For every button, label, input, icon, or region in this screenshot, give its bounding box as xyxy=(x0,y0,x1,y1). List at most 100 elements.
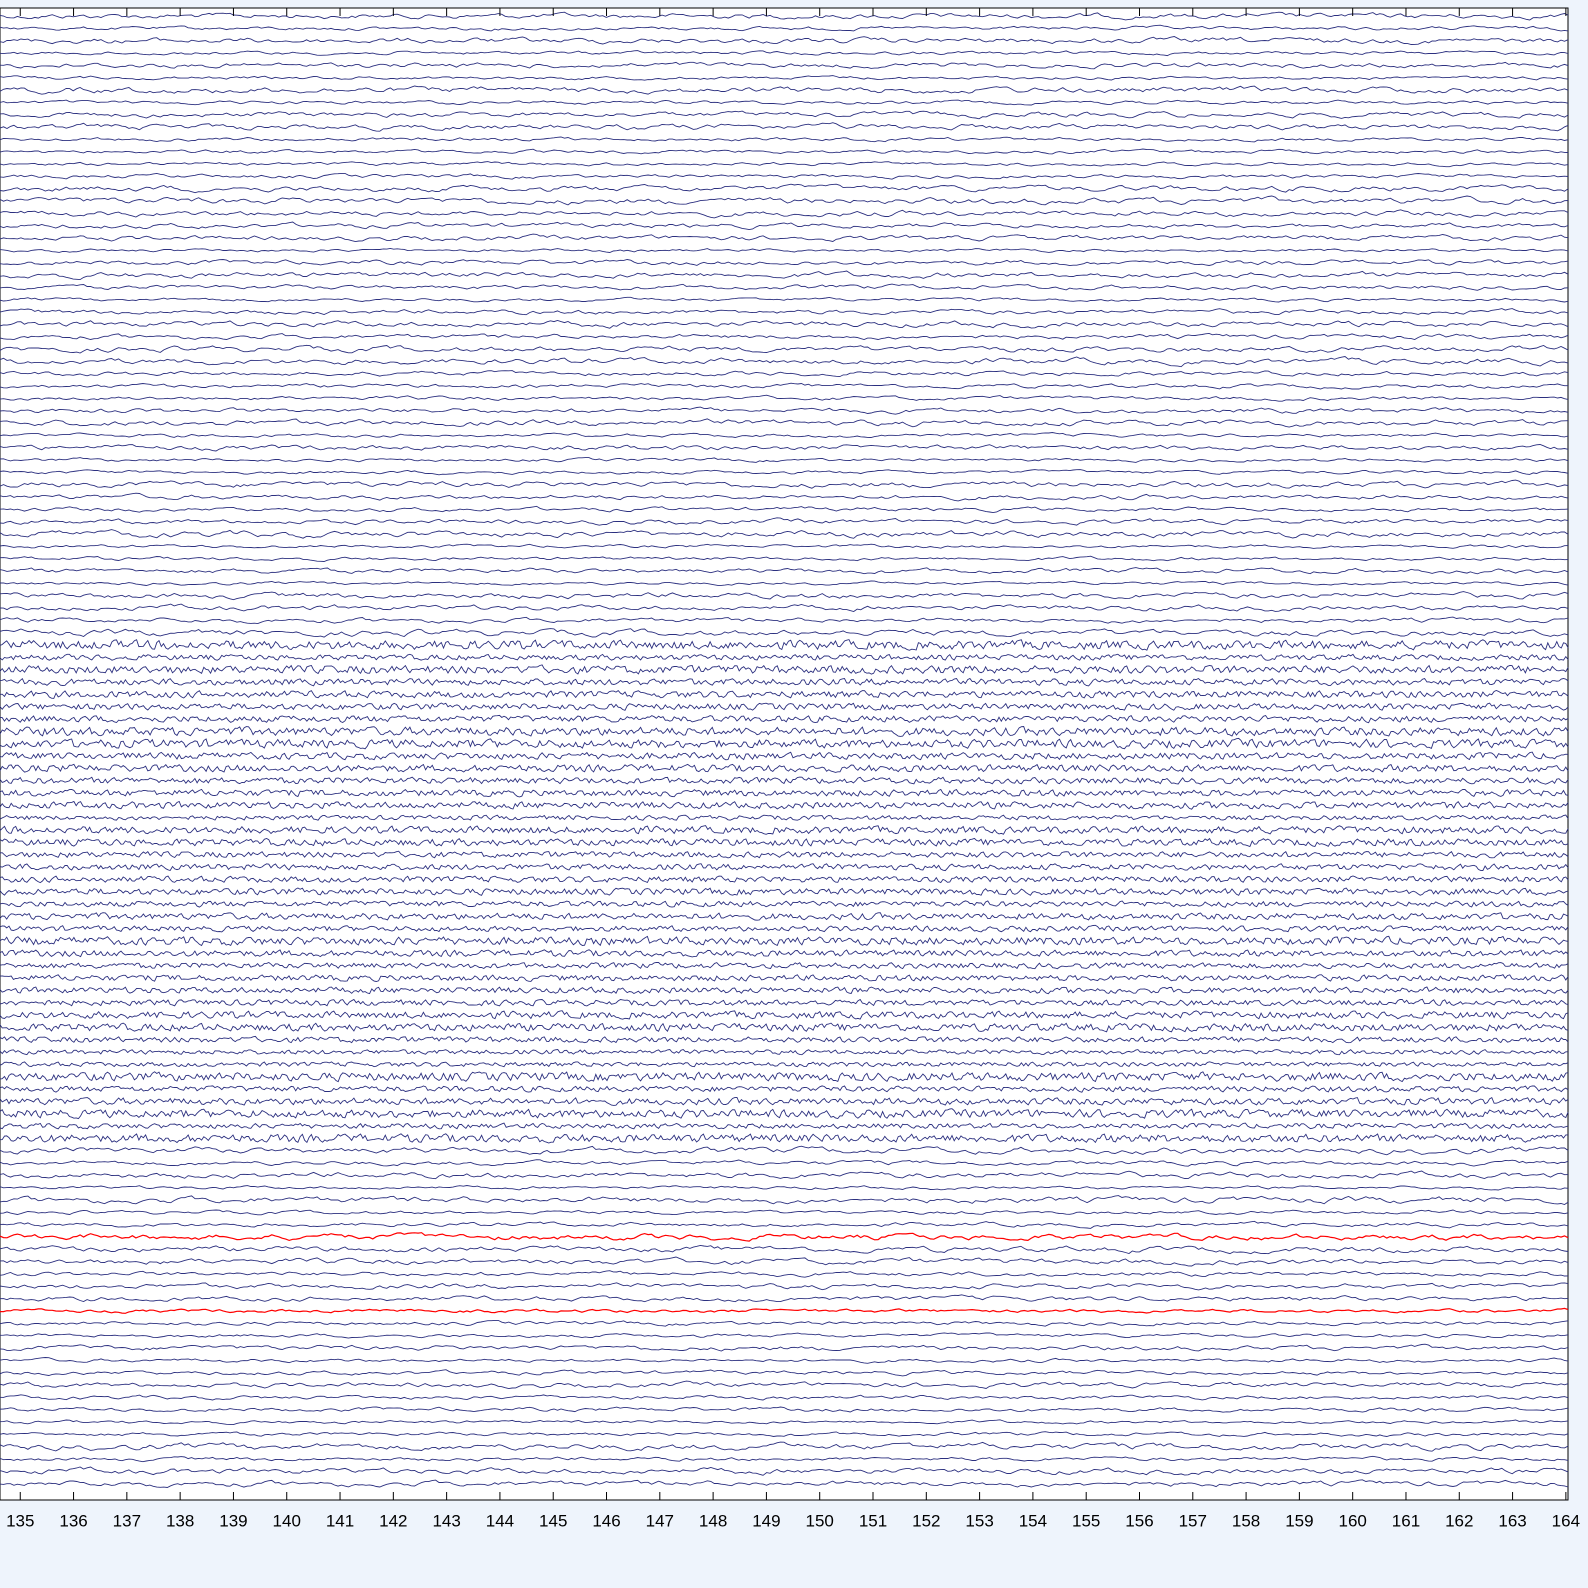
eeg-trace xyxy=(0,50,1569,57)
eeg-trace xyxy=(0,1108,1569,1120)
x-tick-label: 148 xyxy=(699,1511,727,1530)
eeg-trace xyxy=(0,555,1569,562)
eeg-trace xyxy=(0,61,1569,70)
eeg-trace xyxy=(0,221,1569,231)
eeg-trace xyxy=(0,1035,1569,1044)
eeg-trace xyxy=(0,1294,1569,1303)
eeg-trace xyxy=(0,1282,1569,1291)
eeg-trace xyxy=(0,296,1569,303)
x-tick-label: 158 xyxy=(1232,1511,1260,1530)
eeg-trace xyxy=(0,172,1569,180)
x-tick-label: 155 xyxy=(1072,1511,1100,1530)
eeg-trace xyxy=(0,85,1569,95)
eeg-trace xyxy=(0,356,1569,368)
eeg-trace xyxy=(0,370,1569,378)
eeg-trace xyxy=(0,259,1569,267)
x-tick-label: 137 xyxy=(113,1511,141,1530)
eeg-trace xyxy=(0,1244,1569,1255)
eeg-trace xyxy=(0,875,1569,884)
eeg-trace xyxy=(0,1406,1569,1413)
eeg-trace xyxy=(0,580,1569,587)
eeg-trace xyxy=(0,837,1569,848)
eeg-trace xyxy=(0,529,1569,539)
x-tick-label: 140 xyxy=(273,1511,301,1530)
eeg-trace xyxy=(0,1096,1569,1106)
highlighted-trace xyxy=(0,1307,1569,1314)
x-tick-label: 161 xyxy=(1392,1511,1420,1530)
eeg-trace xyxy=(0,1419,1569,1426)
eeg-trace xyxy=(0,136,1569,143)
eeg-trace xyxy=(0,1145,1569,1156)
eeg-trace xyxy=(0,714,1569,724)
eeg-trace xyxy=(0,1369,1569,1377)
eeg-trace xyxy=(0,1455,1569,1463)
x-tick-label: 147 xyxy=(646,1511,674,1530)
eeg-trace xyxy=(0,75,1569,81)
eeg-trace xyxy=(0,36,1569,45)
eeg-trace xyxy=(0,283,1569,291)
eeg-trace xyxy=(0,110,1569,120)
eeg-trace xyxy=(0,1159,1569,1167)
x-tick-label: 145 xyxy=(539,1511,567,1530)
eeg-trace xyxy=(0,763,1569,773)
eeg-trace xyxy=(0,1048,1568,1056)
x-tick-label: 157 xyxy=(1179,1511,1207,1530)
eeg-trace xyxy=(0,209,1569,219)
eeg-trace xyxy=(0,1022,1569,1033)
eeg-trace xyxy=(0,183,1569,194)
eeg-trace xyxy=(0,900,1569,908)
eeg-trace xyxy=(0,887,1569,896)
eeg-trace xyxy=(0,161,1569,168)
eeg-trace xyxy=(0,492,1569,502)
eeg-trace xyxy=(0,122,1569,132)
x-tick-label: 142 xyxy=(379,1511,407,1530)
eeg-trace xyxy=(0,1122,1569,1130)
eeg-trace xyxy=(0,99,1569,106)
eeg-trace xyxy=(0,233,1569,243)
x-tick-label: 141 xyxy=(326,1511,354,1530)
eeg-trace xyxy=(0,677,1569,687)
eeg-trace xyxy=(0,863,1569,872)
eeg-trace xyxy=(0,690,1569,699)
eeg-trace xyxy=(0,814,1569,821)
x-tick-label: 156 xyxy=(1125,1511,1153,1530)
eeg-trace xyxy=(0,543,1569,549)
x-tick-label: 135 xyxy=(6,1511,34,1530)
eeg-trace xyxy=(0,974,1569,982)
eeg-trace xyxy=(0,394,1569,402)
eeg-trace xyxy=(0,344,1569,354)
eeg-trace xyxy=(0,1010,1569,1020)
eeg-trace xyxy=(0,1441,1569,1452)
eeg-trace xyxy=(0,567,1569,575)
eeg-trace xyxy=(0,1319,1569,1327)
highlighted-trace xyxy=(0,1232,1569,1242)
eeg-trace xyxy=(0,653,1569,662)
x-tick-label: 139 xyxy=(219,1511,247,1530)
eeg-trace xyxy=(0,1479,1569,1488)
eeg-trace xyxy=(0,639,1569,651)
eeg-trace xyxy=(0,320,1569,329)
eeg-trace xyxy=(0,1133,1568,1144)
plot-area xyxy=(0,7,1569,1501)
eeg-trace xyxy=(0,603,1569,612)
eeg-trace xyxy=(0,788,1569,798)
eeg-trace xyxy=(0,591,1569,601)
eeg-trace xyxy=(0,664,1569,675)
x-tick-label: 149 xyxy=(752,1511,780,1530)
eeg-trace xyxy=(0,935,1569,947)
eeg-trace xyxy=(0,924,1569,933)
eeg-trace xyxy=(0,270,1569,281)
eeg-trace xyxy=(0,1394,1569,1401)
eeg-trace xyxy=(0,418,1569,428)
x-tick-label: 143 xyxy=(432,1511,460,1530)
eeg-trace xyxy=(0,1071,1569,1083)
eeg-trace xyxy=(0,332,1569,341)
x-tick-label: 159 xyxy=(1285,1511,1313,1530)
x-tick-label: 154 xyxy=(1019,1511,1047,1530)
eeg-trace xyxy=(0,1431,1569,1437)
eeg-trace xyxy=(0,628,1569,638)
eeg-trace xyxy=(0,949,1569,958)
eeg-trace xyxy=(0,11,1569,21)
